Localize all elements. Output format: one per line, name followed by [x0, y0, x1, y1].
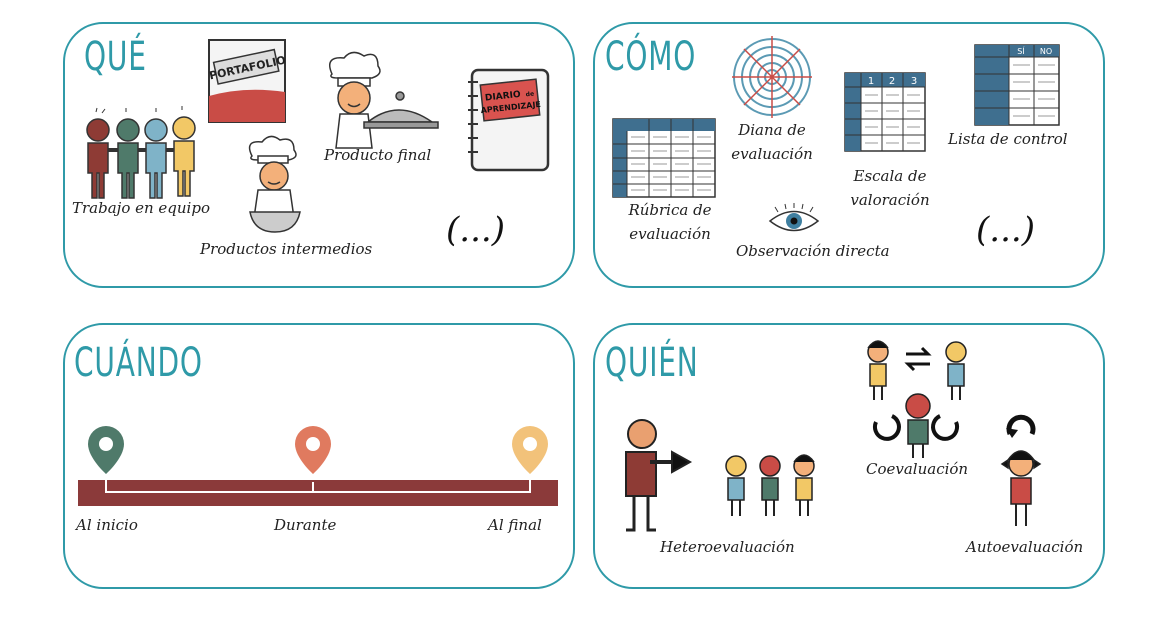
label-durante: Durante — [274, 516, 337, 534]
team-people-icon — [86, 106, 196, 199]
label-autoevaluacion: Autoevaluación — [966, 538, 1084, 556]
label-observacion: Observación directa — [736, 242, 890, 260]
target-diana-icon — [732, 36, 812, 118]
label-diana-line2: evaluación — [731, 145, 813, 163]
label-trabajo-equipo: Trabajo en equipo — [72, 199, 210, 217]
scale-col-2: 2 — [889, 76, 895, 87]
checklist-col-si: SÍ — [1017, 45, 1025, 56]
scale-col-3: 3 — [911, 76, 917, 87]
checklist-col-no: NO — [1040, 47, 1052, 56]
label-coevaluacion: Coevaluación — [866, 460, 969, 478]
label-rubrica-line1: Rúbrica de — [628, 201, 712, 219]
pin-final-icon — [512, 426, 548, 474]
chef-cooking-icon — [248, 135, 301, 233]
label-lista-control: Lista de control — [948, 130, 1068, 148]
panel-title-cuando: CUÁNDO — [74, 340, 203, 386]
diary-icon: DIARIO de APRENDIZAJE — [468, 68, 550, 172]
label-escala: Escala de valoración — [842, 164, 938, 212]
svg-text:DIARIO de: DIARIO de — [485, 88, 535, 103]
label-diana: Diana de evaluación — [726, 118, 818, 166]
pin-inicio-icon — [88, 426, 124, 474]
panel-title-que: QUÉ — [84, 34, 147, 80]
heteroevaluation-icon — [625, 419, 815, 532]
label-heteroevaluacion: Heteroevaluación — [660, 538, 795, 556]
diary-text-1: DIARIO — [485, 90, 522, 104]
checklist-icon: SÍ NO — [974, 44, 1060, 126]
label-escala-line1: Escala de — [853, 167, 927, 185]
chef-serving-icon — [329, 51, 439, 149]
rubric-table-icon — [612, 118, 716, 198]
pin-durante-icon — [295, 426, 331, 474]
label-al-final: Al final — [488, 516, 542, 534]
coevaluation-icon — [867, 340, 967, 458]
label-rubrica-line2: evaluación — [629, 225, 711, 243]
label-rubrica: Rúbrica de evaluación — [618, 198, 722, 246]
scale-col-1: 1 — [868, 76, 874, 87]
label-producto-final: Producto final — [324, 146, 432, 164]
timeline — [78, 426, 558, 506]
eye-icon — [768, 203, 820, 232]
label-diana-line1: Diana de — [738, 121, 806, 139]
rating-scale-icon: 1 2 3 — [844, 72, 926, 152]
que-more: (...) — [446, 210, 505, 250]
diary-text-small: de — [525, 90, 534, 98]
label-productos-intermedios: Productos intermedios — [200, 240, 373, 258]
portfolio-icon: PORTAFOLIO — [208, 39, 287, 123]
label-al-inicio: Al inicio — [76, 516, 138, 534]
label-escala-line2: valoración — [850, 191, 930, 209]
panel-title-quien: QUIÉN — [605, 340, 699, 386]
panel-title-como: CÓMO — [605, 34, 697, 80]
como-more: (...) — [976, 210, 1035, 250]
autoevaluation-icon — [1000, 414, 1042, 526]
